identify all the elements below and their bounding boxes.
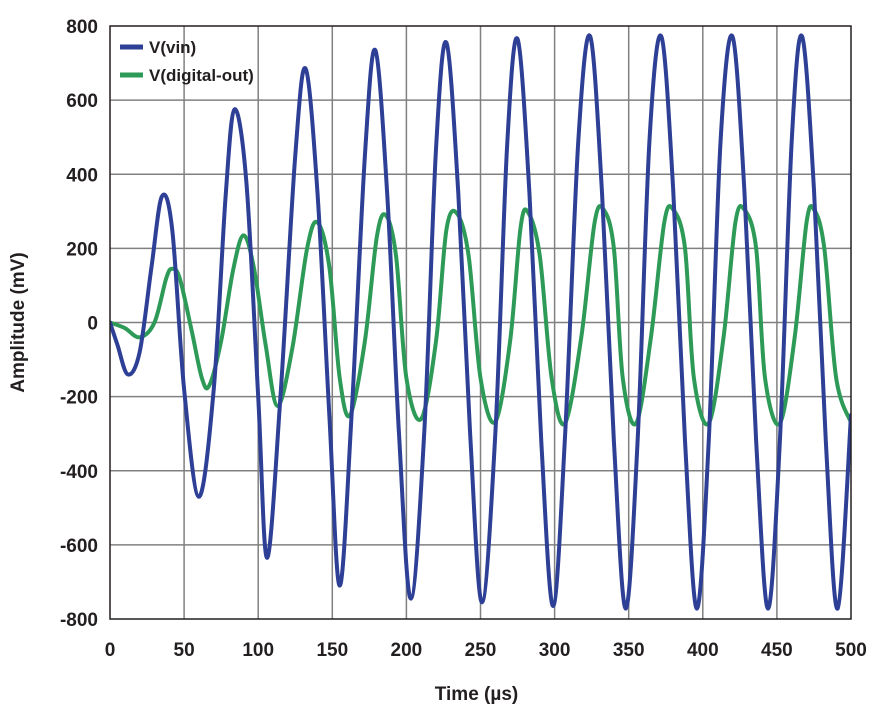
y-tick-label: -800 xyxy=(60,610,98,631)
x-tick-label: 250 xyxy=(465,640,497,661)
x-tick-label: 100 xyxy=(242,640,274,661)
tick-labels: 0 50 100 150 200 250 300 350 400 450 500 800 600 400 2… xyxy=(60,17,867,661)
y-tick-label: -600 xyxy=(60,536,98,557)
x-axis-title: Time (µs) xyxy=(435,684,518,705)
legend-label: V(vin) xyxy=(149,38,196,57)
y-tick-label: 800 xyxy=(66,17,98,38)
x-tick-label: 150 xyxy=(316,640,348,661)
x-tick-label: 0 xyxy=(105,640,116,661)
y-tick-label: 600 xyxy=(66,91,98,112)
legend-label: V(digital-out) xyxy=(149,66,254,85)
y-axis-title: Amplitude (mV) xyxy=(8,252,29,392)
series-line-vin xyxy=(110,33,851,611)
x-tick-label: 400 xyxy=(687,640,719,661)
y-tick-label: 0 xyxy=(87,314,98,335)
x-tick-label: 450 xyxy=(761,640,793,661)
y-tick-label: 200 xyxy=(66,239,98,260)
legend: V(vin) V(digital-out) xyxy=(120,38,254,85)
x-tick-label: 200 xyxy=(391,640,423,661)
y-tick-label: -200 xyxy=(60,388,98,409)
x-tick-label: 300 xyxy=(539,640,571,661)
series-layer xyxy=(110,33,851,611)
grid xyxy=(110,26,851,619)
x-tick-label: 500 xyxy=(835,640,867,661)
y-tick-label: 400 xyxy=(66,165,98,186)
y-tick-label: -400 xyxy=(60,462,98,483)
series-line-digital-out xyxy=(110,204,851,427)
x-tick-label: 350 xyxy=(613,640,645,661)
x-tick-label: 50 xyxy=(174,640,195,661)
plot-frame xyxy=(109,25,852,620)
